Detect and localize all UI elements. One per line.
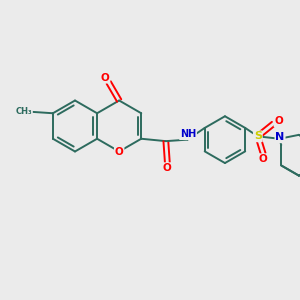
Text: N: N: [275, 132, 285, 142]
Text: O: O: [259, 154, 268, 164]
Text: O: O: [101, 73, 110, 83]
Text: CH₃: CH₃: [16, 107, 32, 116]
Text: O: O: [163, 163, 172, 173]
Text: NH: NH: [180, 129, 196, 139]
Text: O: O: [115, 147, 124, 157]
Text: O: O: [274, 116, 283, 126]
Text: S: S: [254, 131, 262, 141]
